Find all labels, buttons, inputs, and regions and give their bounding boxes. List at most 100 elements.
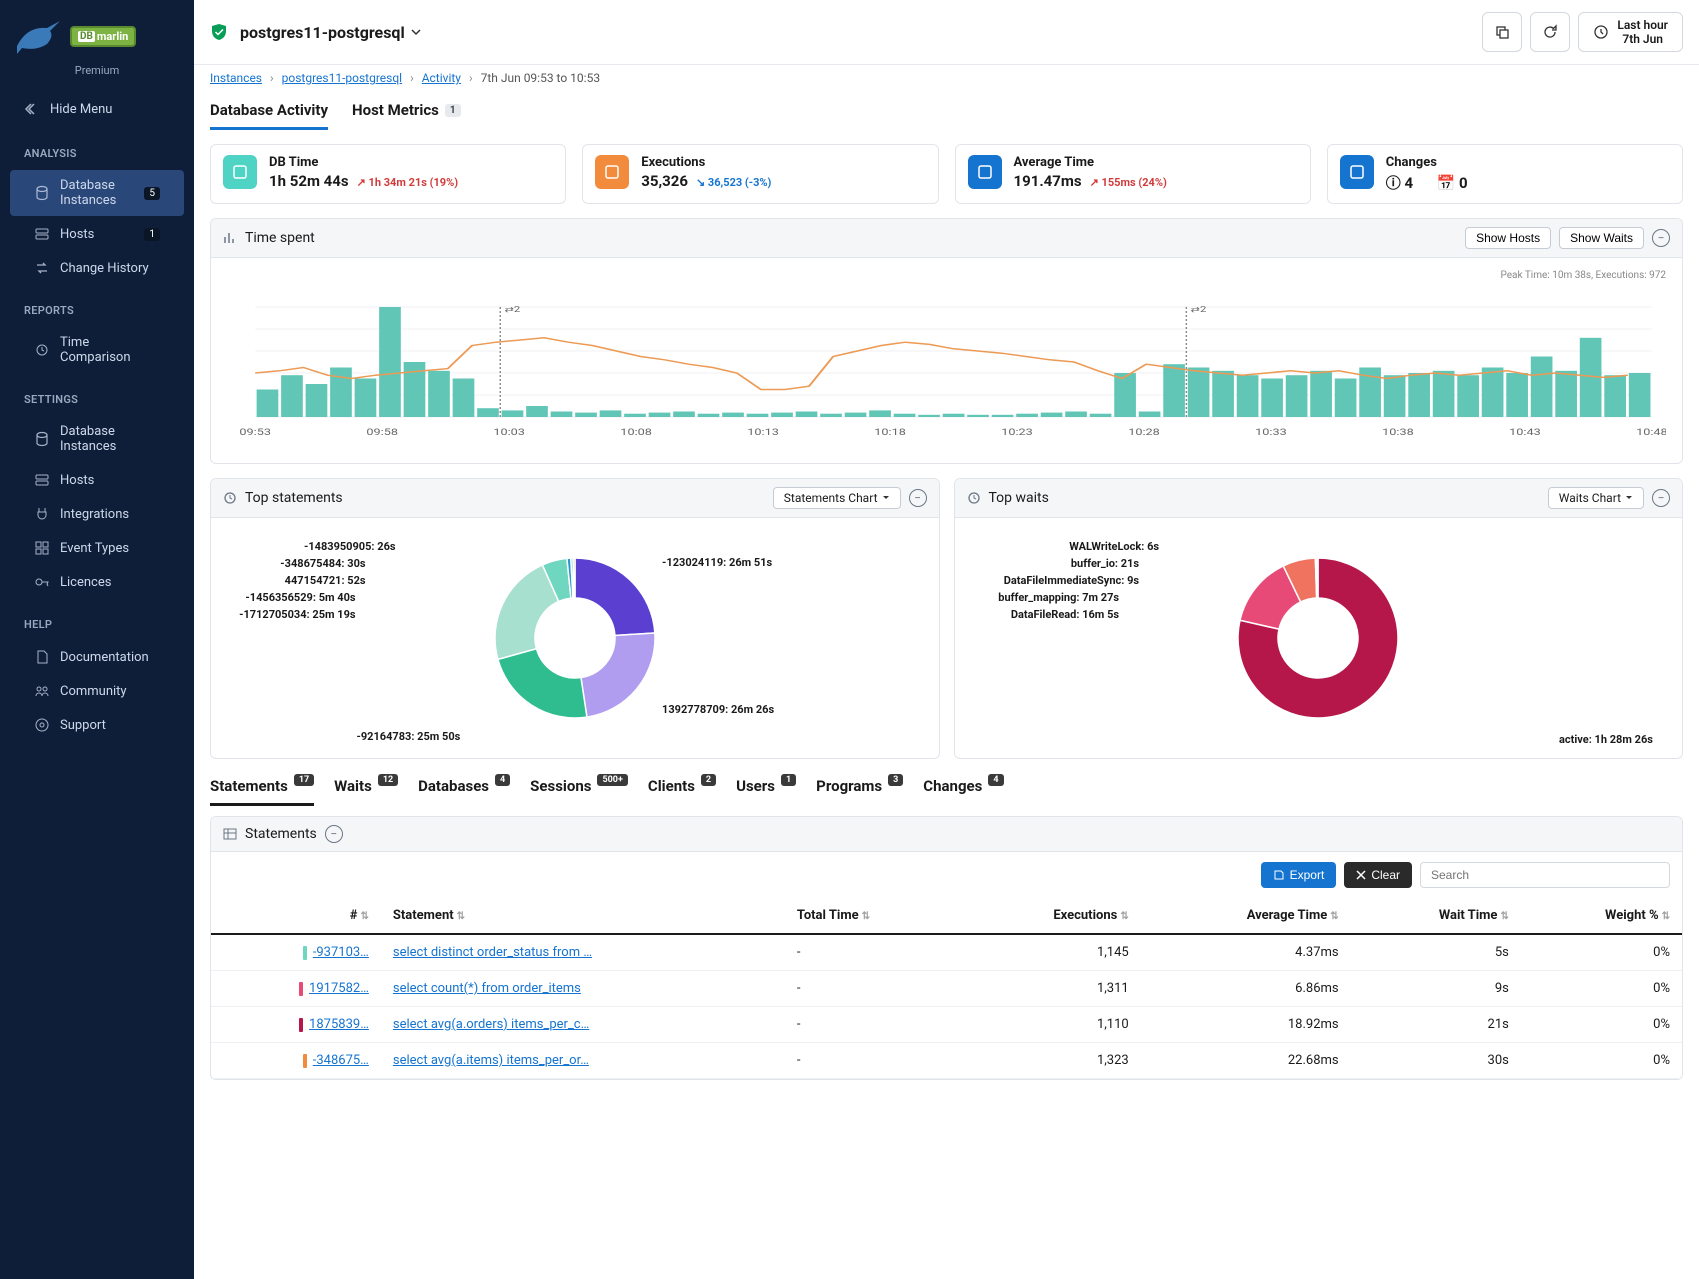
- nav-badge: 5: [144, 187, 160, 200]
- breadcrumb-sep: ›: [270, 71, 274, 85]
- sub-tab-clients[interactable]: Clients2: [648, 777, 716, 806]
- donut-label: active: 1h 28m 26s: [1559, 733, 1653, 746]
- sub-tab-changes[interactable]: Changes4: [923, 777, 1003, 806]
- table-row[interactable]: 1875839… select avg(a.orders) items_per_c…: [211, 1007, 1682, 1043]
- table-row[interactable]: -937103… select distinct order_status fro…: [211, 934, 1682, 971]
- export-button[interactable]: Export: [1261, 862, 1337, 888]
- sidebar-item-database-instances[interactable]: Database Instances 5: [10, 170, 184, 216]
- refresh-button[interactable]: [1530, 12, 1570, 52]
- svg-text:10:23: 10:23: [1001, 427, 1033, 438]
- chevron-down-icon: [411, 27, 421, 37]
- column-header[interactable]: Weight %⇅: [1521, 898, 1682, 934]
- column-header[interactable]: #⇅: [211, 898, 381, 934]
- svg-text:10:18: 10:18: [874, 427, 906, 438]
- column-header[interactable]: Wait Time⇅: [1351, 898, 1521, 934]
- svg-text:10:08: 10:08: [620, 427, 652, 438]
- sidebar-item-event-types[interactable]: Event Types: [10, 532, 184, 564]
- logo-badge: DBmarlin: [70, 26, 136, 47]
- sidebar-item-time-comparison[interactable]: Time Comparison: [10, 327, 184, 373]
- sidebar-item-licences[interactable]: Licences: [10, 566, 184, 598]
- time-label-1: Last hour: [1617, 18, 1668, 32]
- donut-label: buffer_mapping: 7m 27s: [969, 591, 1119, 604]
- statement-id-link[interactable]: -348675…: [313, 1053, 369, 1068]
- statement-link[interactable]: select distinct order_status from …: [393, 945, 592, 960]
- marlin-icon: [12, 16, 62, 56]
- column-header[interactable]: Total Time⇅: [785, 898, 961, 934]
- sub-tab-waits[interactable]: Waits12: [334, 777, 398, 806]
- column-header[interactable]: Executions⇅: [961, 898, 1141, 934]
- nav-label: Database Instances: [60, 178, 134, 208]
- color-chip: [303, 946, 307, 960]
- sub-tab-statements[interactable]: Statements17: [210, 777, 314, 806]
- sidebar-item-community[interactable]: Community: [10, 675, 184, 707]
- kpi-delta: ↗ 1h 34m 21s (19%): [357, 176, 459, 189]
- statement-id-link[interactable]: 1875839…: [309, 1017, 369, 1032]
- hide-menu-button[interactable]: Hide Menu: [0, 89, 194, 129]
- clear-button[interactable]: Clear: [1344, 862, 1412, 888]
- time-spent-title: Time spent: [245, 230, 315, 246]
- db-icon: [34, 185, 50, 201]
- sidebar-item-change-history[interactable]: Change History: [10, 252, 184, 284]
- plug-icon: [34, 506, 50, 522]
- sidebar-item-database-instances[interactable]: Database Instances: [10, 416, 184, 462]
- statement-link[interactable]: select avg(a.items) items_per_or…: [393, 1053, 589, 1068]
- time-range-button[interactable]: Last hour7th Jun: [1578, 12, 1683, 52]
- key-icon: [34, 574, 50, 590]
- count-badge: 17: [294, 774, 314, 786]
- show-waits-button[interactable]: Show Waits: [1559, 227, 1644, 249]
- statement-id-link[interactable]: -937103…: [313, 945, 369, 960]
- waits-chart-dropdown[interactable]: Waits Chart: [1548, 487, 1644, 509]
- sidebar-item-integrations[interactable]: Integrations: [10, 498, 184, 530]
- copy-button[interactable]: [1482, 12, 1522, 52]
- collapse-button[interactable]: −: [325, 825, 343, 843]
- database-selector[interactable]: postgres11-postgresql: [240, 23, 421, 42]
- breadcrumb-link[interactable]: Activity: [422, 71, 461, 85]
- caret-down-icon: [882, 494, 890, 502]
- statement-link[interactable]: select avg(a.orders) items_per_c…: [393, 1017, 589, 1032]
- sidebar-item-hosts[interactable]: Hosts: [10, 464, 184, 496]
- table-row[interactable]: -348675… select avg(a.items) items_per_or…: [211, 1043, 1682, 1079]
- doc-icon: [34, 649, 50, 665]
- sub-tab-programs[interactable]: Programs3: [816, 777, 903, 806]
- collapse-button[interactable]: −: [1652, 489, 1670, 507]
- collapse-button[interactable]: −: [909, 489, 927, 507]
- sort-icon: ⇅: [1662, 911, 1670, 922]
- shield-check-icon: [210, 23, 228, 41]
- statement-id-link[interactable]: 1917582…: [309, 981, 369, 996]
- search-input[interactable]: [1420, 862, 1670, 888]
- refresh-icon: [1542, 24, 1558, 40]
- column-header[interactable]: Statement⇅: [381, 898, 785, 934]
- nav-label: Hosts: [60, 473, 94, 488]
- count-badge: 1: [781, 774, 796, 786]
- statements-chart-dropdown[interactable]: Statements Chart: [773, 487, 901, 509]
- sub-tab-databases[interactable]: Databases4: [418, 777, 510, 806]
- collapse-button[interactable]: −: [1652, 229, 1670, 247]
- svg-text:10:03: 10:03: [493, 427, 525, 438]
- kpi-delta: ↘ 36,523 (-3%): [696, 176, 771, 189]
- section-label: HELP: [0, 600, 194, 639]
- statement-link[interactable]: select count(*) from order_items: [393, 981, 581, 996]
- db-name: postgres11-postgresql: [240, 23, 405, 42]
- chevron-left-icon: [24, 101, 40, 117]
- sub-tab-sessions[interactable]: Sessions500+: [530, 777, 628, 806]
- breadcrumb-link[interactable]: postgres11-postgresql: [282, 71, 402, 85]
- column-header[interactable]: Average Time⇅: [1141, 898, 1351, 934]
- breadcrumb-link[interactable]: Instances: [210, 71, 262, 85]
- section-label: ANALYSIS: [0, 129, 194, 168]
- sub-tab-users[interactable]: Users1: [736, 777, 796, 806]
- sidebar-item-hosts[interactable]: Hosts1: [10, 218, 184, 250]
- kpi-icon: [223, 155, 257, 189]
- table-row[interactable]: 1917582… select count(*) from order_items…: [211, 971, 1682, 1007]
- page-tab-host-metrics[interactable]: Host Metrics1: [352, 101, 461, 130]
- clock-icon: [967, 491, 981, 505]
- donut-label: -92164783: 25m 50s: [357, 730, 461, 743]
- kpi-icon: [968, 155, 1002, 189]
- sidebar-item-documentation[interactable]: Documentation: [10, 641, 184, 673]
- breadcrumbs: Instances›postgres11-postgresql›Activity…: [194, 65, 1699, 91]
- close-icon: [1356, 870, 1366, 880]
- donut-label: -348675484: 30s: [226, 557, 366, 570]
- page-tab-database-activity[interactable]: Database Activity: [210, 101, 328, 130]
- sidebar-item-support[interactable]: Support: [10, 709, 184, 741]
- server-icon: [34, 226, 50, 242]
- show-hosts-button[interactable]: Show Hosts: [1465, 227, 1551, 249]
